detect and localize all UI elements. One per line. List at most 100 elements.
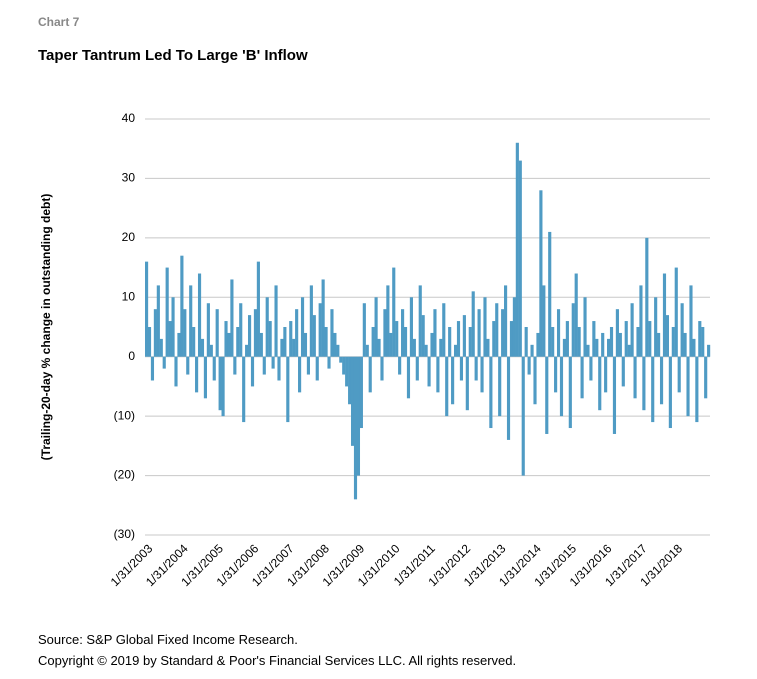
- bar: [403, 327, 408, 357]
- bar: [701, 327, 705, 357]
- bar: [233, 356, 237, 375]
- bar: [171, 297, 175, 357]
- bar: [462, 315, 466, 357]
- bar: [224, 321, 228, 357]
- bar: [445, 356, 449, 417]
- bar: [512, 297, 516, 357]
- bar: [574, 273, 578, 357]
- bar: [377, 338, 381, 357]
- bar: [468, 327, 472, 357]
- bar: [339, 356, 343, 363]
- y-tick-label: 30: [122, 171, 136, 185]
- bar: [601, 332, 605, 357]
- bar: [362, 303, 366, 357]
- bar: [451, 356, 455, 405]
- bar: [242, 356, 246, 423]
- bar: [442, 303, 446, 357]
- bar: [212, 356, 216, 381]
- bar: [504, 285, 508, 357]
- bar: [607, 338, 611, 357]
- bar: [551, 327, 555, 357]
- bar: [236, 327, 240, 357]
- bar: [330, 309, 334, 357]
- bar: [392, 267, 396, 357]
- bar: [186, 356, 190, 375]
- bar: [509, 321, 514, 357]
- bar: [589, 356, 593, 381]
- bar: [453, 344, 458, 357]
- bar: [303, 332, 308, 357]
- bar: [206, 303, 210, 357]
- bar: [365, 344, 369, 357]
- bar: [265, 297, 269, 357]
- y-tick-label: (10): [114, 408, 135, 422]
- bar: [530, 344, 534, 357]
- bar: [230, 279, 234, 357]
- bar: [389, 332, 393, 357]
- bar: [250, 356, 255, 387]
- bar: [421, 315, 425, 357]
- bar: [689, 285, 693, 357]
- bar: [633, 356, 637, 399]
- bar: [415, 356, 419, 381]
- bar: [448, 327, 452, 357]
- bar: [412, 338, 416, 357]
- bar: [654, 297, 658, 357]
- bar: [424, 344, 428, 357]
- bar: [262, 356, 266, 375]
- bar: [283, 327, 287, 357]
- bar: [674, 267, 678, 357]
- bar: [345, 356, 349, 387]
- bar: [524, 327, 528, 357]
- y-tick-label: 40: [122, 111, 136, 125]
- bar: [327, 356, 331, 369]
- bar: [289, 321, 293, 357]
- bar: [324, 327, 328, 357]
- bar: [150, 356, 155, 381]
- source: Source: S&P Global Fixed Income Research…: [38, 632, 298, 647]
- bar: [350, 356, 355, 446]
- bar: [486, 338, 490, 357]
- bar: [639, 285, 643, 357]
- bar: [659, 356, 664, 405]
- bar: [368, 356, 372, 393]
- bar: [221, 356, 225, 417]
- bar: [648, 321, 652, 357]
- bar: [256, 261, 260, 357]
- bar: [456, 321, 461, 357]
- bar: [609, 327, 614, 357]
- bar: [477, 309, 481, 357]
- bar: [521, 356, 525, 476]
- bar: [306, 356, 310, 375]
- bar: [571, 303, 575, 357]
- bar: [197, 273, 202, 357]
- bar: [595, 338, 599, 357]
- bar: [189, 285, 193, 357]
- y-tick-label: 20: [122, 230, 136, 244]
- bar: [247, 315, 252, 357]
- bar: [371, 327, 375, 357]
- bar: [483, 297, 487, 357]
- bar: [704, 356, 708, 399]
- bar: [621, 356, 625, 387]
- bar: [471, 291, 475, 357]
- bar: [195, 356, 199, 393]
- bar: [577, 327, 581, 357]
- bar: [498, 356, 502, 417]
- bar: [359, 356, 363, 429]
- bar: [506, 356, 511, 440]
- y-tick-label: (30): [114, 527, 135, 541]
- bar: [636, 327, 640, 357]
- bar: [556, 309, 561, 357]
- bar: [548, 231, 552, 357]
- bar: [383, 309, 387, 357]
- bar: [651, 356, 655, 423]
- bar: [692, 338, 696, 357]
- y-tick-label: 10: [122, 289, 136, 303]
- bar: [147, 327, 152, 357]
- bar: [618, 332, 622, 357]
- bar: [274, 285, 278, 357]
- bar: [459, 356, 464, 381]
- bar: [295, 309, 299, 357]
